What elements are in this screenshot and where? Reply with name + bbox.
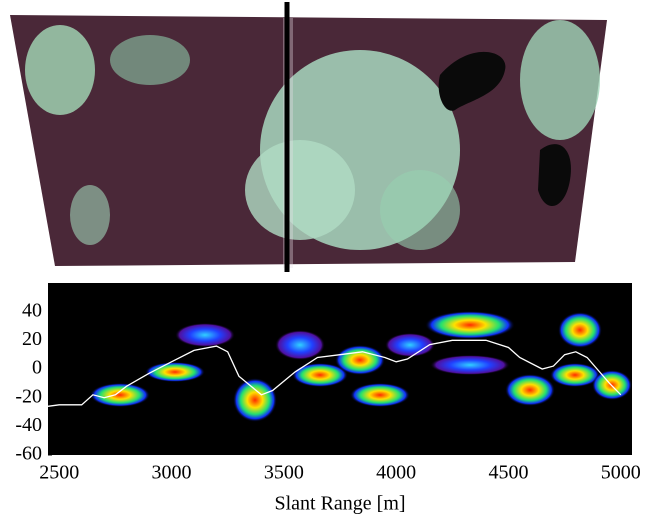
y-tick-label: -60: [15, 443, 42, 465]
sar-image: [10, 2, 607, 272]
blob: [90, 383, 150, 407]
blob: [233, 378, 277, 422]
blob: [275, 330, 325, 360]
blob: [550, 363, 600, 387]
x-axis-label: Slant Range [m]: [274, 493, 405, 515]
y-tick-label: -40: [15, 414, 42, 436]
x-tick-label: 3500: [264, 462, 304, 484]
blob: [425, 311, 515, 339]
forest: [380, 170, 460, 250]
blob: [430, 355, 510, 375]
forest: [25, 25, 95, 115]
blob: [558, 312, 602, 348]
blob: [505, 374, 555, 406]
blob: [385, 333, 435, 357]
blob: [350, 383, 410, 407]
x-tick-label: 4500: [488, 462, 528, 484]
blob: [175, 323, 235, 347]
intensity: [90, 311, 632, 422]
x-tick-label: 4000: [376, 462, 416, 484]
surface-line: [47, 339, 622, 407]
lake: [538, 144, 571, 207]
y-tick-label: -20: [15, 385, 42, 407]
blob: [145, 362, 205, 382]
forest: [520, 20, 600, 140]
x-tick-label: 3000: [152, 462, 192, 484]
blob: [292, 363, 348, 387]
forest: [70, 185, 110, 245]
y-tick-label: 0: [32, 357, 42, 379]
tomogram: [47, 283, 632, 455]
x-tick-label: 2500: [39, 462, 79, 484]
y-tick-label: 20: [22, 328, 42, 350]
forest: [245, 140, 355, 240]
forest: [110, 35, 190, 85]
x-tick-label: 5000: [601, 462, 641, 484]
blob: [335, 345, 385, 375]
lake: [438, 51, 506, 111]
y-tick-label: 40: [22, 299, 42, 321]
